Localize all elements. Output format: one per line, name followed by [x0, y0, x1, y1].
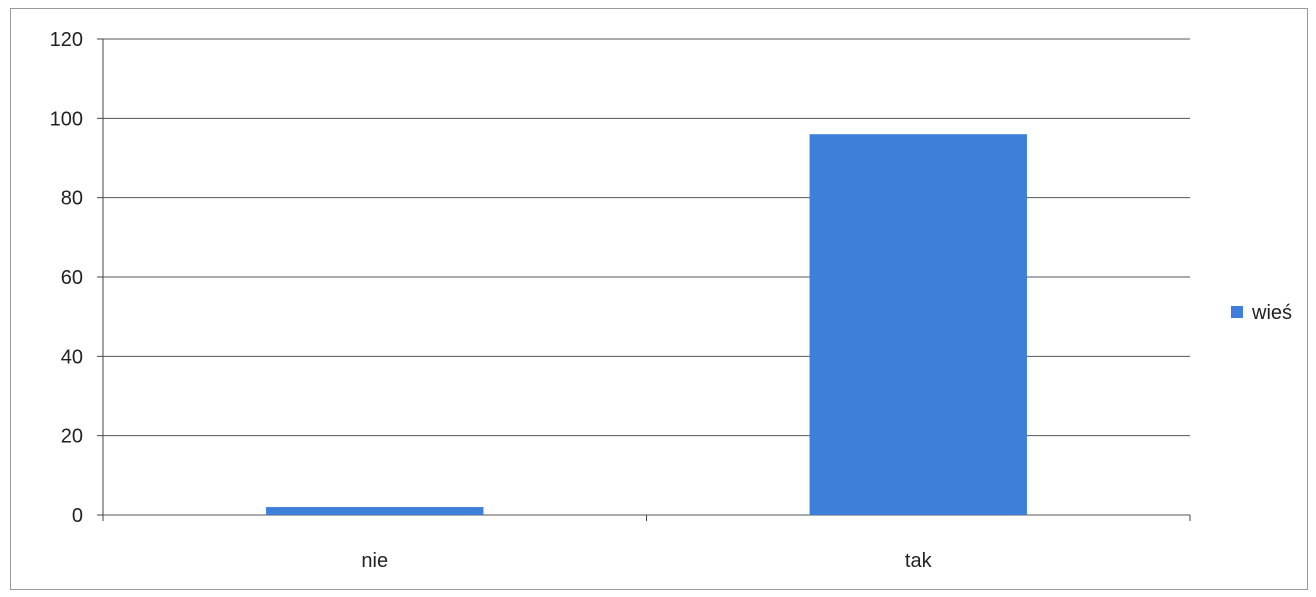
y-tick-label: 40 — [61, 346, 83, 368]
x-category-label-tak: tak — [905, 550, 933, 572]
y-tick-label: 100 — [50, 108, 83, 130]
y-tick-label: 0 — [72, 505, 83, 527]
y-tick-label: 120 — [50, 29, 83, 51]
x-category-labels: nie tak — [361, 550, 932, 572]
y-tick-label: 80 — [61, 188, 83, 210]
x-category-label-nie: nie — [361, 550, 388, 572]
y-tick-labels: 0 20 40 60 80 100 120 — [50, 29, 83, 527]
y-tick-label: 20 — [61, 426, 83, 448]
legend: wieś — [1231, 302, 1292, 324]
bars — [266, 134, 1027, 515]
bar-nie — [266, 507, 484, 515]
chart-frame — [10, 8, 1308, 590]
axes — [97, 38, 1191, 521]
y-tick-label: 60 — [61, 267, 83, 289]
legend-swatch — [1231, 306, 1243, 318]
bar-tak — [809, 134, 1027, 515]
legend-label-wies: wieś — [1251, 302, 1292, 324]
